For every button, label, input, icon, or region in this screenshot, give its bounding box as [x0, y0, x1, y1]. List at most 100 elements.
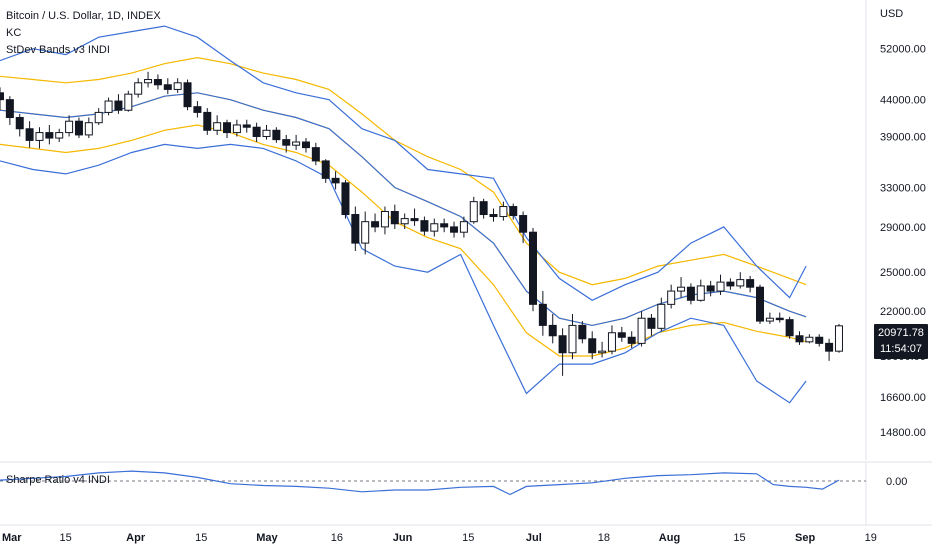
price-tick-label: 29000.00 [880, 222, 926, 234]
time-tick-label: 15 [462, 532, 474, 544]
candle-down [311, 147, 320, 162]
candle-up [35, 132, 44, 141]
candle-down [25, 128, 34, 141]
candle-down [726, 281, 735, 287]
keltner-lower-line [0, 124, 807, 357]
candle-down [775, 317, 784, 321]
price-tick-label: 33000.00 [880, 182, 926, 194]
candle-down [815, 336, 824, 344]
price-tick-label: 44000.00 [880, 95, 926, 107]
sharpe-ratio-line [0, 470, 840, 496]
candle-down [5, 99, 14, 119]
sharpe-legend[interactable]: Sharpe Ratio v4 INDI [6, 474, 110, 486]
candle-up [765, 317, 774, 322]
candle-up [598, 350, 607, 354]
candle-down [0, 92, 4, 101]
candle-down [795, 335, 804, 343]
candle-up [607, 332, 616, 352]
candle-down [509, 206, 518, 217]
candle-down [223, 122, 232, 134]
candle-up [834, 325, 843, 352]
candle-down [756, 286, 765, 322]
candle-down [489, 214, 498, 218]
candle-down [331, 177, 340, 184]
bar-countdown: 11:54:07 [879, 343, 922, 355]
candle-down [193, 106, 202, 113]
candle-down [825, 342, 834, 352]
candle-up [736, 279, 745, 287]
candle-down [153, 79, 162, 86]
candle-up [144, 79, 153, 84]
candle-down [321, 160, 330, 179]
candle-up [361, 221, 370, 244]
price-tick-label: 22000.00 [880, 306, 926, 318]
candle-up [232, 124, 241, 134]
candle-up [173, 82, 182, 90]
stdev-upper-line [0, 25, 807, 301]
candle-down [242, 124, 251, 128]
candle-down [578, 324, 587, 340]
candle-down [538, 303, 547, 326]
candle-down [420, 220, 429, 232]
candle-down [479, 201, 488, 216]
candle-down [627, 336, 636, 344]
time-axis-ticks: Mar 15 Apr 15 May 16 Jun 15 Jul 18 Aug 15 Sep 19 [2, 532, 877, 544]
candle-down [74, 120, 83, 136]
candle-up [292, 141, 301, 146]
candle-down [371, 221, 380, 228]
candle-up [657, 303, 666, 329]
candle-up [430, 223, 439, 232]
candle-up [805, 336, 814, 343]
time-tick-label: 15 [733, 532, 745, 544]
symbol-title[interactable]: Bitcoin / U.S. Dollar, 1D, INDEX [6, 10, 161, 22]
candle-down [588, 338, 597, 354]
indicator-kc-label[interactable]: KC [6, 27, 22, 39]
sharpe-zero-tick: 0.00 [886, 476, 907, 488]
candle-down [341, 182, 350, 216]
candle-up [84, 122, 93, 136]
candle-down [282, 139, 291, 146]
time-tick-label: 18 [598, 532, 610, 544]
candle-up [262, 129, 271, 137]
chart-legend: Bitcoin / U.S. Dollar, 1D, INDEX KC StDe… [6, 8, 161, 59]
candle-down [558, 335, 567, 354]
candle-down [183, 82, 192, 108]
candle-down [785, 319, 794, 337]
candle-down [440, 223, 449, 228]
candle-down [450, 226, 459, 233]
sharpe-pane: 0.00 [0, 470, 907, 496]
last-price-badge: 20971.78 11:54:07 [874, 324, 928, 359]
indicator-bands [0, 25, 807, 404]
time-tick-label: Jul [526, 532, 542, 544]
time-tick-label: May [256, 532, 278, 544]
candle-down [301, 141, 310, 149]
time-tick-label: Jun [393, 532, 413, 544]
candle-up [667, 290, 676, 305]
candle-down [528, 231, 537, 305]
keltner-mid-line [0, 92, 807, 327]
price-tick-label: 52000.00 [880, 44, 926, 56]
price-tick-label: 16600.00 [880, 392, 926, 404]
stdev-lower-line [0, 143, 807, 404]
candle-down [746, 279, 755, 288]
candle-down [390, 211, 399, 225]
price-tick-label: 39000.00 [880, 131, 926, 143]
candle-up [55, 132, 64, 139]
indicator-stdev-label[interactable]: StDev Bands v3 INDI [6, 44, 110, 56]
candle-up [134, 82, 143, 95]
candle-down [686, 286, 695, 301]
time-tick-label: 19 [865, 532, 877, 544]
candle-down [706, 285, 715, 292]
candle-up [696, 285, 705, 301]
candle-up [677, 286, 686, 292]
candle-up [65, 120, 74, 134]
candle-down [519, 215, 528, 233]
time-tick-label: Mar [2, 532, 22, 544]
currency-label: USD [880, 8, 904, 20]
last-price-value: 20971.78 [878, 327, 924, 339]
candle-up [400, 218, 409, 225]
candle-up [124, 93, 133, 111]
candles-group [0, 71, 843, 376]
